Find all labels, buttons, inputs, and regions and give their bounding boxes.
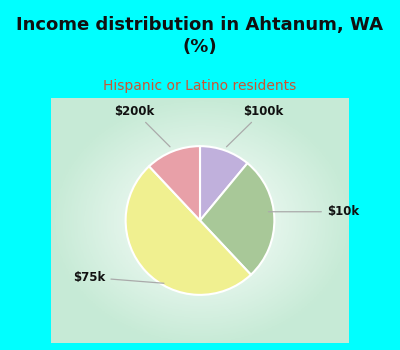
Text: Income distribution in Ahtanum, WA
(%): Income distribution in Ahtanum, WA (%) xyxy=(16,16,384,56)
Wedge shape xyxy=(200,146,248,220)
Text: Hispanic or Latino residents: Hispanic or Latino residents xyxy=(103,79,297,93)
Wedge shape xyxy=(149,146,200,220)
Text: $200k: $200k xyxy=(114,105,170,147)
Wedge shape xyxy=(200,163,274,275)
Text: $75k: $75k xyxy=(73,271,164,284)
Text: $100k: $100k xyxy=(226,105,283,147)
Text: $10k: $10k xyxy=(268,205,359,218)
Wedge shape xyxy=(126,166,251,295)
